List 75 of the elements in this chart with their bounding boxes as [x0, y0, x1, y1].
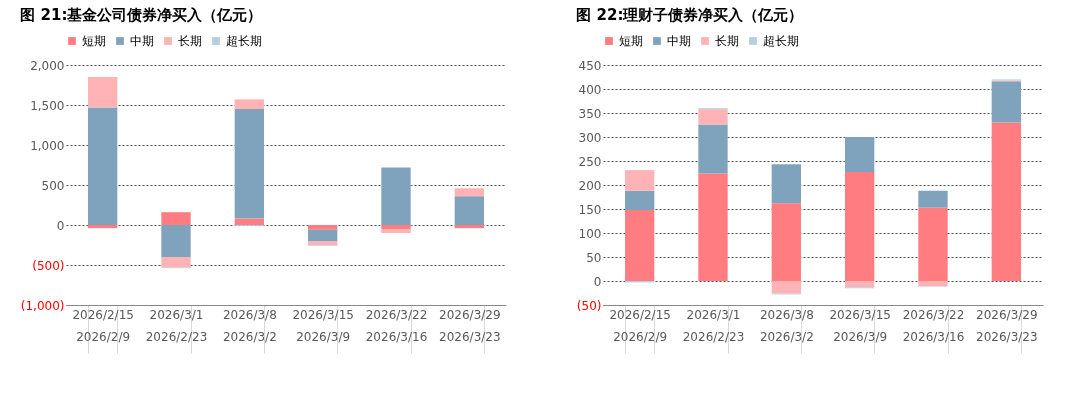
- y-tick-label: 450: [578, 58, 602, 73]
- x-tick-label: 2026/2/15 2026/2/9: [72, 307, 134, 344]
- bar: [845, 281, 875, 288]
- bar: [845, 172, 875, 281]
- bar: [234, 99, 264, 109]
- bar: [625, 190, 655, 210]
- chart-title: 图 21:基金公司债券净买入（亿元）: [20, 6, 263, 24]
- chart-title: 图 22:理财子债券净买入（亿元）: [576, 6, 804, 24]
- bar: [88, 107, 118, 225]
- legend-label: 短期: [82, 34, 106, 48]
- x-tick-label: 2026/3/1 2026/2/23: [682, 307, 745, 344]
- bar: [454, 188, 484, 197]
- legend-label: 中期: [130, 34, 154, 48]
- bar: [771, 203, 801, 281]
- bar: [918, 190, 948, 208]
- bar: [845, 137, 875, 173]
- y-tick-label: 0: [56, 218, 65, 233]
- y-tick-label: 400: [578, 82, 602, 97]
- y-tick-label: 150: [578, 202, 602, 217]
- bar: [381, 225, 411, 229]
- bar: [308, 225, 338, 230]
- y-tick-label: (50): [576, 298, 602, 313]
- y-tick-label: 200: [578, 178, 602, 193]
- legend-label: 超长期: [763, 34, 799, 48]
- y-tick-label: 100: [578, 226, 602, 241]
- y-tick-label: 350: [578, 106, 602, 121]
- legend-label: 中期: [667, 34, 691, 48]
- bar: [234, 218, 264, 225]
- bar: [771, 164, 801, 204]
- bar: [88, 225, 118, 229]
- x-tick-label: 2026/3/29 2026/3/23: [439, 307, 501, 344]
- x-tick-label: 2026/3/8 2026/3/2: [222, 307, 277, 344]
- bar: [991, 81, 1021, 123]
- legend-label: 超长期: [226, 34, 262, 48]
- bar: [625, 209, 655, 281]
- y-tick-label: 1,500: [30, 98, 65, 113]
- bar: [698, 109, 728, 125]
- x-tick-label: 2026/3/15 2026/3/9: [829, 307, 891, 344]
- bar: [161, 212, 191, 225]
- legend-label: 长期: [178, 34, 202, 48]
- y-tick-label: 50: [586, 250, 602, 265]
- legend-label: 长期: [715, 34, 739, 48]
- y-tick-label: (1,000): [20, 298, 65, 313]
- x-tick-label: 2026/3/15 2026/3/9: [292, 307, 354, 344]
- x-tick-label: 2026/2/15 2026/2/9: [609, 307, 671, 344]
- x-tick-label: 2026/3/8 2026/3/2: [759, 307, 814, 344]
- y-tick-label: 500: [41, 178, 65, 193]
- bar: [991, 122, 1021, 281]
- bar: [308, 241, 338, 245]
- bar: [454, 196, 484, 225]
- y-tick-label: 300: [578, 130, 602, 145]
- bar: [918, 207, 948, 281]
- y-tick-label: 250: [578, 154, 602, 169]
- bar: [161, 257, 191, 268]
- bar: [88, 77, 118, 108]
- x-tick-label: 2026/3/29 2026/3/23: [976, 307, 1038, 344]
- x-tick-label: 2026/3/22 2026/3/16: [365, 307, 428, 344]
- bar: [381, 229, 411, 233]
- bar: [308, 229, 338, 241]
- bar: [918, 281, 948, 287]
- bar: [698, 173, 728, 281]
- x-tick-label: 2026/3/22 2026/3/16: [902, 307, 965, 344]
- y-tick-label: (500): [32, 258, 65, 273]
- bar: [698, 124, 728, 174]
- legend-label: 短期: [619, 34, 643, 48]
- y-tick-label: 0: [593, 274, 602, 289]
- bar: [161, 225, 191, 257]
- y-tick-label: 2,000: [30, 58, 65, 73]
- bar: [381, 167, 411, 225]
- bar: [454, 225, 484, 229]
- bar: [234, 109, 264, 219]
- y-tick-label: 1,000: [30, 138, 65, 153]
- bar: [771, 281, 801, 294]
- bar: [625, 170, 655, 191]
- x-tick-label: 2026/3/1 2026/2/23: [145, 307, 208, 344]
